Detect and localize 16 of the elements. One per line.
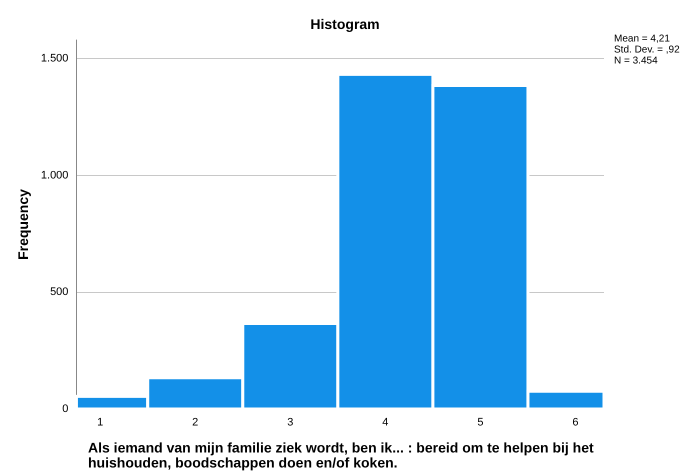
text: Mean = 4,21 [614,34,670,44]
x-tick-label: 5 [477,416,484,428]
y-tick-label: 0 [62,403,68,415]
x-tick-label: 3 [287,416,294,428]
x-tick-label: 2 [192,416,198,428]
text: Std. Dev. = ,92 [614,44,680,56]
x-axis-title: Als iemand van mijn familie ziek wordt, ben ik... : bereid om te helpen bij het huishouden, boodschappen doen en/of koken. [88,440,598,470]
y-tick-label: 1.000 [40,169,68,182]
x-tick-label: 6 [572,416,579,428]
x-tick-label: 1 [97,416,104,428]
x-tick-label: 4 [382,416,388,428]
y-tick-label: 500 [50,286,68,298]
y-tick-label: 1.500 [40,52,68,65]
y-axis-title: Frequency [15,188,31,260]
text: N = 3.454 [614,56,658,66]
chart-title: Histogram [310,16,380,32]
